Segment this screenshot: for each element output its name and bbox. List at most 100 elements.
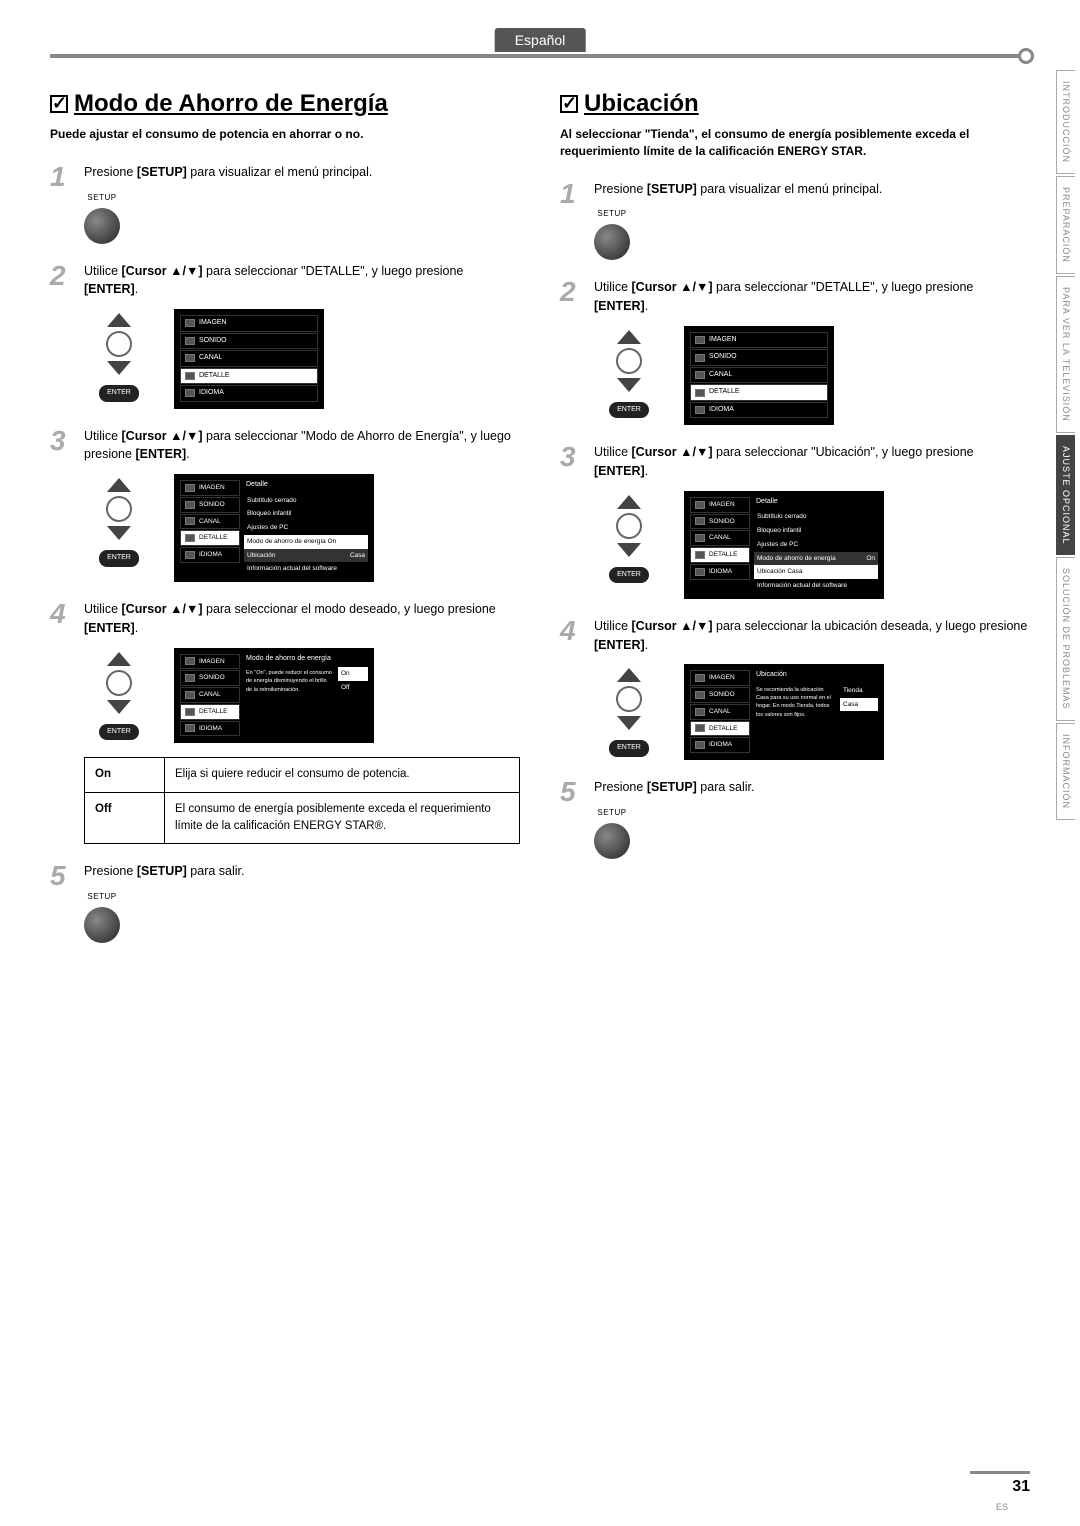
- location-step-3: 3 Utilice [Cursor ▲/▼] para seleccionar …: [560, 443, 1030, 599]
- step-body: Utilice [Cursor ▲/▼] para seleccionar "D…: [594, 278, 1030, 425]
- dpad-center-icon: [106, 496, 132, 522]
- energy-mode-screenshot: IMAGEN SONIDO CANAL DETALLE IDIOMA Modo …: [174, 648, 374, 744]
- step-number: 5: [50, 862, 72, 943]
- options-table: OnElija si quiere reducir el consumo de …: [84, 757, 520, 844]
- dpad-center-icon: [106, 331, 132, 357]
- step-text: Presione [SETUP] para salir.: [594, 780, 754, 794]
- dpad-center-icon: [616, 513, 642, 539]
- down-arrow-icon: [107, 526, 131, 540]
- step-body: Utilice [Cursor ▲/▼] para seleccionar "M…: [84, 427, 520, 583]
- up-arrow-icon: [107, 652, 131, 666]
- dpad-graphic: ENTER: [84, 474, 154, 567]
- menu-icon: [185, 372, 195, 380]
- up-arrow-icon: [107, 478, 131, 492]
- main-content: Modo de Ahorro de Energía Puede ajustar …: [50, 90, 1030, 961]
- down-arrow-icon: [617, 378, 641, 392]
- table-cell: On: [85, 758, 165, 792]
- location-step-1: 1 Presione [SETUP] para visualizar el me…: [560, 180, 1030, 261]
- energy-step-1: 1 Presione [SETUP] para visualizar el me…: [50, 163, 520, 244]
- table-cell: El consumo de energía posiblemente exced…: [165, 792, 520, 844]
- side-tab-trouble: SOLUCIÓN DE PROBLEMAS: [1056, 557, 1075, 721]
- step-number: 1: [560, 180, 582, 261]
- setup-button-graphic: SETUP: [594, 807, 630, 859]
- down-arrow-icon: [617, 543, 641, 557]
- check-icon: [50, 95, 68, 113]
- page-code: ES: [996, 1502, 1008, 1512]
- location-title: Ubicación: [560, 90, 1030, 118]
- step-number: 4: [50, 600, 72, 844]
- manual-page: Español INTRODUCCIÓN PREPARACIÓN PARA VE…: [0, 0, 1080, 1526]
- check-icon: [560, 95, 578, 113]
- step-body: Presione [SETUP] para salir. SETUP: [594, 778, 1030, 859]
- location-step-5: 5 Presione [SETUP] para salir. SETUP: [560, 778, 1030, 859]
- step-body: Utilice [Cursor ▲/▼] para seleccionar el…: [84, 600, 520, 844]
- location-step-4: 4 Utilice [Cursor ▲/▼] para seleccionar …: [560, 617, 1030, 760]
- up-arrow-icon: [617, 668, 641, 682]
- menu-item-label: IMAGEN: [199, 318, 227, 329]
- step-body: Presione [SETUP] para visualizar el menú…: [84, 163, 520, 244]
- divider-circle-icon: [1018, 48, 1034, 64]
- setup-label: SETUP: [87, 192, 116, 204]
- step-number: 3: [50, 427, 72, 583]
- menu-icon: [185, 319, 195, 327]
- step-number: 5: [560, 778, 582, 859]
- table-cell: Elija si quiere reducir el consumo de po…: [165, 758, 520, 792]
- step-text: Presione [SETUP] para visualizar el menú…: [84, 165, 372, 179]
- setup-button-graphic: SETUP: [84, 192, 120, 244]
- down-arrow-icon: [617, 716, 641, 730]
- menu-item-label: CANAL: [199, 353, 222, 364]
- side-tab-optional: AJUSTE OPCIONAL: [1056, 435, 1075, 556]
- side-tab-watch: PARA VER LA TELEVISIÓN: [1056, 276, 1075, 433]
- down-arrow-icon: [107, 700, 131, 714]
- dpad-center-icon: [616, 686, 642, 712]
- language-tab: Español: [495, 28, 586, 52]
- side-tab-info: INFORMACIÓN: [1056, 723, 1075, 820]
- energy-step-5: 5 Presione [SETUP] para salir. SETUP: [50, 862, 520, 943]
- side-navigation: INTRODUCCIÓN PREPARACIÓN PARA VER LA TEL…: [1056, 70, 1080, 822]
- step-number: 3: [560, 443, 582, 599]
- menu-item-label: DETALLE: [199, 371, 230, 382]
- dpad-center-icon: [106, 670, 132, 696]
- setup-button-icon: [594, 823, 630, 859]
- energy-step-3: 3 Utilice [Cursor ▲/▼] para seleccionar …: [50, 427, 520, 583]
- dpad-graphic: ENTER: [84, 309, 154, 402]
- menu-icon: [185, 354, 195, 362]
- step-body: Utilice [Cursor ▲/▼] para seleccionar la…: [594, 617, 1030, 760]
- step-number: 4: [560, 617, 582, 760]
- up-arrow-icon: [617, 330, 641, 344]
- energy-step-4: 4 Utilice [Cursor ▲/▼] para seleccionar …: [50, 600, 520, 844]
- menu-icon: [185, 389, 195, 397]
- step-number: 2: [560, 278, 582, 425]
- up-arrow-icon: [107, 313, 131, 327]
- menu-icon: [185, 337, 195, 345]
- step-text: Presione [SETUP] para salir.: [84, 864, 244, 878]
- enter-label: ENTER: [99, 550, 139, 567]
- detail-screenshot: IMAGEN SONIDO CANAL DETALLE IDIOMA Detal…: [684, 491, 884, 599]
- step-text: Utilice [Cursor ▲/▼] para seleccionar el…: [84, 602, 496, 635]
- step-text: Utilice [Cursor ▲/▼] para seleccionar "D…: [84, 264, 463, 297]
- step-text: Utilice [Cursor ▲/▼] para seleccionar "U…: [594, 445, 974, 478]
- enter-label: ENTER: [99, 385, 139, 402]
- page-number-divider: [970, 1471, 1030, 1474]
- location-screenshot: IMAGEN SONIDO CANAL DETALLE IDIOMA Ubica…: [684, 664, 884, 760]
- step-number: 2: [50, 262, 72, 409]
- step-body: Presione [SETUP] para salir. SETUP: [84, 862, 520, 943]
- energy-step-2: 2 Utilice [Cursor ▲/▼] para seleccionar …: [50, 262, 520, 409]
- detail-screenshot: IMAGEN SONIDO CANAL DETALLE IDIOMA Detal…: [174, 474, 374, 582]
- table-cell: Off: [85, 792, 165, 844]
- energy-subtitle: Puede ajustar el consumo de potencia en …: [50, 126, 520, 143]
- page-number: 31: [1012, 1478, 1030, 1496]
- dpad-graphic: ENTER: [594, 491, 664, 584]
- step-number: 1: [50, 163, 72, 244]
- menu-screenshot: IMAGEN SONIDO CANAL DETALLE IDIOMA: [174, 309, 324, 409]
- step-text: Presione [SETUP] para visualizar el menú…: [594, 182, 882, 196]
- setup-button-icon: [594, 224, 630, 260]
- step-text: Utilice [Cursor ▲/▼] para seleccionar "D…: [594, 280, 973, 313]
- energy-title-text: Modo de Ahorro de Energía: [74, 90, 388, 118]
- step-text: Utilice [Cursor ▲/▼] para seleccionar "M…: [84, 429, 511, 462]
- step-body: Utilice [Cursor ▲/▼] para seleccionar "D…: [84, 262, 520, 409]
- step-text: Utilice [Cursor ▲/▼] para seleccionar la…: [594, 619, 1027, 652]
- location-column: Ubicación Al seleccionar "Tienda", el co…: [560, 90, 1030, 961]
- setup-button-icon: [84, 208, 120, 244]
- enter-label: ENTER: [99, 724, 139, 741]
